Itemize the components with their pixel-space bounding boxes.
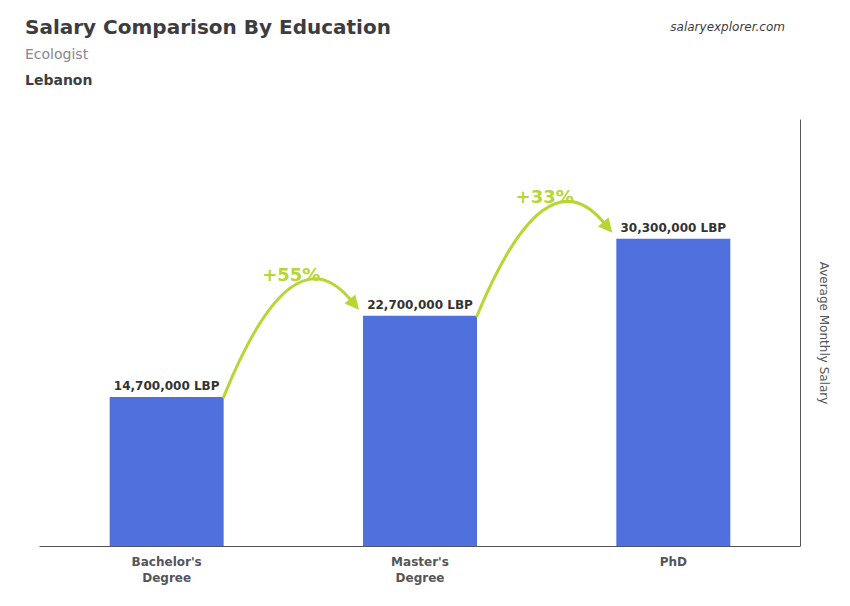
svg-text:Salary Comparison By Education: Salary Comparison By Education (25, 15, 391, 39)
svg-text:salaryexplorer.com: salaryexplorer.com (670, 20, 785, 34)
svg-text:Lebanon: Lebanon (25, 72, 92, 88)
svg-text:30,300,000 LBP: 30,300,000 LBP (620, 221, 726, 235)
svg-text:Bachelor's: Bachelor's (132, 555, 202, 569)
svg-text:Degree: Degree (396, 571, 445, 585)
svg-text:Ecologist: Ecologist (25, 46, 89, 62)
svg-text:+33%: +33% (516, 186, 574, 207)
svg-text:Master's: Master's (391, 555, 449, 569)
svg-text:Average Monthly Salary: Average Monthly Salary (817, 262, 831, 405)
svg-text:14,700,000 LBP: 14,700,000 LBP (114, 379, 220, 393)
svg-text:PhD: PhD (660, 555, 687, 569)
svg-text:+55%: +55% (262, 264, 320, 285)
svg-text:Degree: Degree (142, 571, 191, 585)
svg-text:22,700,000 LBP: 22,700,000 LBP (367, 298, 473, 312)
